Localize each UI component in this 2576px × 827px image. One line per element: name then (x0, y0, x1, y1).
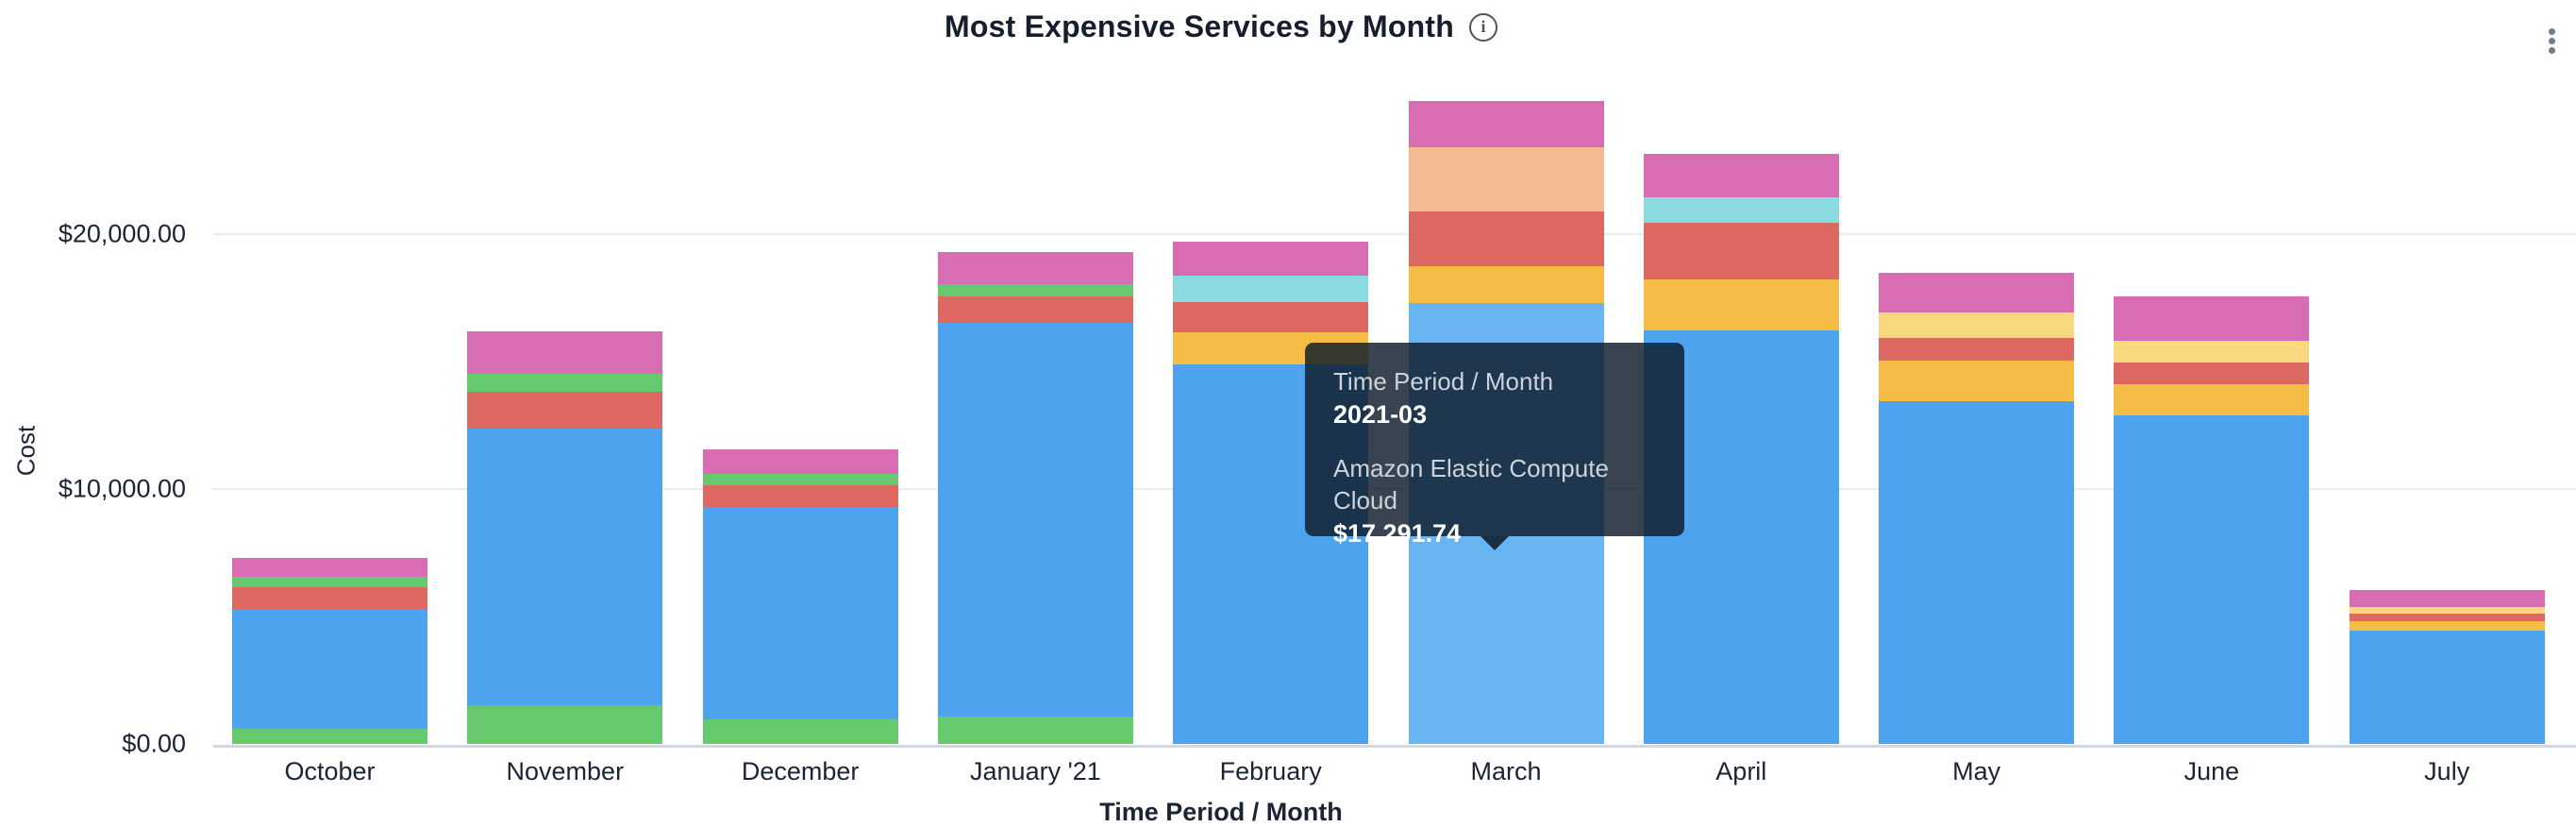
bar-segment-green[interactable] (937, 284, 1133, 297)
bar-segment-yellow[interactable] (1879, 361, 2075, 402)
bar-segment-green[interactable] (232, 577, 427, 588)
kebab-menu-icon[interactable] (2545, 25, 2559, 58)
bar-segment-pink[interactable] (1879, 273, 2075, 313)
bar-segment-green[interactable] (467, 704, 663, 744)
bar-segment-blue[interactable] (1879, 401, 2075, 744)
bar-segment-pink[interactable] (2349, 589, 2545, 608)
bar-segment-pink[interactable] (2114, 296, 2310, 342)
tooltip-series-label: Amazon Elastic Compute Cloud (1333, 454, 1609, 515)
bar-segment-blue[interactable] (937, 323, 1133, 717)
bar-segment-red[interactable] (1173, 301, 1369, 332)
x-tick-label: July (2424, 757, 2470, 785)
x-tick-label: June (2183, 757, 2240, 785)
bar-segment-red[interactable] (232, 587, 427, 610)
bar-segment-pale_yellow[interactable] (2349, 607, 2545, 615)
bar-november[interactable] (467, 331, 663, 744)
bar-segment-pink[interactable] (1173, 242, 1369, 276)
tooltip-series-value: $17,291.74 (1333, 519, 1462, 548)
bar-segment-green[interactable] (937, 717, 1133, 744)
x-axis-title: Time Period / Month (1099, 798, 1343, 826)
y-tick-label: $20,000.00 (58, 219, 186, 248)
x-tick-label: October (284, 757, 376, 785)
bar-segment-teal[interactable] (1643, 197, 1839, 224)
gridline (213, 233, 2576, 235)
bar-segment-pink[interactable] (702, 449, 898, 475)
bar-segment-pale_yellow[interactable] (2114, 341, 2310, 363)
bar-segment-red[interactable] (1879, 338, 2075, 362)
x-tick-label: November (506, 757, 625, 785)
bar-segment-green[interactable] (702, 719, 898, 744)
bar-june[interactable] (2114, 296, 2310, 744)
x-tick-label: May (1952, 757, 2001, 785)
bar-october[interactable] (232, 558, 427, 744)
bar-segment-pale_yellow[interactable] (1879, 312, 2075, 339)
bar-segment-yellow[interactable] (2349, 621, 2545, 632)
bar-segment-red[interactable] (702, 485, 898, 508)
chart-header: Most Expensive Services by Month i (945, 9, 1497, 44)
x-tick-label: January '21 (970, 757, 1101, 785)
bar-segment-green[interactable] (232, 729, 427, 744)
bar-segment-red[interactable] (1408, 211, 1604, 267)
x-tick-label: December (741, 757, 860, 785)
y-axis-title: Cost (11, 425, 41, 477)
bar-segment-red[interactable] (467, 392, 663, 430)
tooltip-header-value: 2021-03 (1333, 400, 1428, 429)
bar-july[interactable] (2349, 589, 2545, 744)
bar-segment-blue[interactable] (467, 429, 663, 705)
bar-segment-yellow[interactable] (1408, 266, 1604, 304)
x-tick-label: April (1715, 757, 1767, 785)
y-tick-label: $0.00 (122, 729, 186, 758)
bar-may[interactable] (1879, 273, 2075, 744)
info-circle-icon[interactable]: i (1468, 12, 1497, 42)
tooltip-header-label: Time Period / Month (1333, 367, 1554, 396)
bar-segment-pink[interactable] (937, 252, 1133, 285)
bar-segment-blue[interactable] (2349, 631, 2545, 744)
bar-segment-red[interactable] (937, 296, 1133, 324)
bar-segment-red[interactable] (1643, 223, 1839, 280)
bar-segment-blue[interactable] (2114, 414, 2310, 744)
bar-segment-pink[interactable] (467, 331, 663, 375)
bar-segment-red[interactable] (2349, 614, 2545, 622)
bar-segment-pink[interactable] (1408, 101, 1604, 148)
x-tick-label: February (1219, 757, 1322, 785)
bar-segment-yellow[interactable] (2114, 384, 2310, 415)
x-axis-line (213, 745, 2576, 748)
bar-segment-green[interactable] (467, 374, 663, 393)
bar-segment-yellow[interactable] (1643, 279, 1839, 331)
bar-segment-teal[interactable] (1173, 275, 1369, 302)
bar-segment-blue[interactable] (702, 507, 898, 720)
bar-segment-blue[interactable] (232, 609, 427, 730)
bar-segment-pink[interactable] (1643, 154, 1839, 198)
bar-segment-green[interactable] (702, 474, 898, 486)
bar-segment-red[interactable] (2114, 363, 2310, 385)
chart-title: Most Expensive Services by Month (945, 9, 1454, 43)
bar-january-21[interactable] (937, 252, 1133, 744)
bar-segment-peach[interactable] (1408, 147, 1604, 212)
chart-tooltip: Time Period / Month 2021-03 Amazon Elast… (1305, 343, 1684, 548)
bar-december[interactable] (702, 449, 898, 744)
x-tick-label: March (1470, 757, 1542, 785)
bar-segment-pink[interactable] (232, 558, 427, 578)
y-tick-label: $10,000.00 (58, 474, 186, 503)
bar-february[interactable] (1173, 242, 1369, 744)
